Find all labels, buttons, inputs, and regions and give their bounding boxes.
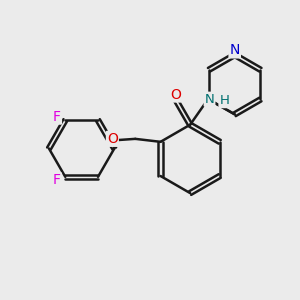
- Text: F: F: [53, 173, 61, 188]
- Text: O: O: [107, 132, 118, 146]
- Text: O: O: [170, 88, 181, 101]
- Text: H: H: [219, 94, 229, 107]
- Text: N: N: [230, 44, 240, 57]
- Text: F: F: [53, 110, 61, 124]
- Text: N: N: [205, 93, 214, 106]
